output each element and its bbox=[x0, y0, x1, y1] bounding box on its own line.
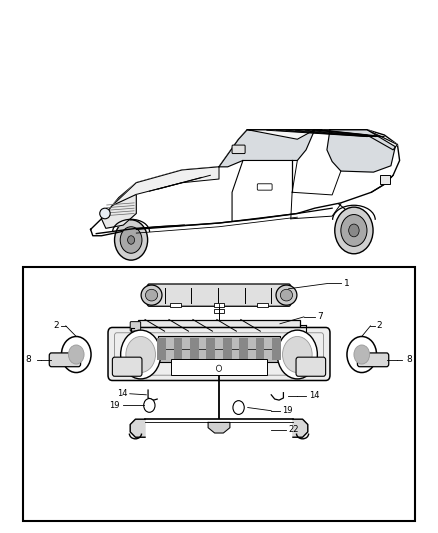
Text: 8: 8 bbox=[25, 356, 31, 365]
Circle shape bbox=[283, 336, 312, 373]
Circle shape bbox=[354, 345, 370, 364]
Polygon shape bbox=[91, 130, 399, 236]
Bar bbox=[239, 338, 248, 360]
Text: 2: 2 bbox=[377, 321, 382, 330]
Circle shape bbox=[115, 220, 148, 260]
Bar bbox=[190, 338, 199, 360]
Bar bbox=[157, 338, 166, 360]
FancyBboxPatch shape bbox=[357, 353, 389, 367]
Bar bbox=[256, 338, 265, 360]
Polygon shape bbox=[293, 419, 308, 437]
Circle shape bbox=[68, 345, 84, 364]
Circle shape bbox=[61, 336, 91, 373]
Circle shape bbox=[144, 399, 155, 413]
Text: 2: 2 bbox=[54, 321, 60, 330]
FancyBboxPatch shape bbox=[147, 284, 291, 306]
Bar bbox=[257, 303, 268, 308]
Ellipse shape bbox=[280, 289, 293, 301]
Polygon shape bbox=[113, 167, 219, 207]
Polygon shape bbox=[208, 422, 230, 433]
Bar bbox=[171, 359, 267, 375]
Bar bbox=[380, 175, 390, 184]
Text: 14: 14 bbox=[117, 389, 127, 398]
Text: 22: 22 bbox=[289, 425, 299, 434]
Text: 7: 7 bbox=[318, 312, 323, 321]
FancyBboxPatch shape bbox=[108, 327, 330, 381]
FancyBboxPatch shape bbox=[138, 319, 300, 331]
Circle shape bbox=[277, 330, 318, 379]
Circle shape bbox=[127, 236, 134, 244]
FancyBboxPatch shape bbox=[49, 353, 81, 367]
Circle shape bbox=[233, 401, 244, 415]
Bar bbox=[173, 338, 182, 360]
Text: 14: 14 bbox=[309, 391, 319, 400]
Ellipse shape bbox=[276, 285, 297, 305]
Text: 1: 1 bbox=[344, 279, 350, 288]
Ellipse shape bbox=[100, 208, 110, 219]
Circle shape bbox=[126, 336, 155, 373]
Bar bbox=[214, 303, 224, 308]
Text: 19: 19 bbox=[110, 401, 120, 410]
Ellipse shape bbox=[145, 289, 158, 301]
Text: 19: 19 bbox=[283, 406, 293, 415]
FancyBboxPatch shape bbox=[130, 321, 141, 331]
Circle shape bbox=[335, 207, 373, 254]
Bar bbox=[23, 266, 415, 521]
Circle shape bbox=[341, 215, 367, 246]
Circle shape bbox=[347, 336, 377, 373]
FancyBboxPatch shape bbox=[257, 184, 272, 190]
Polygon shape bbox=[130, 419, 145, 437]
Bar bbox=[206, 338, 215, 360]
Polygon shape bbox=[247, 130, 397, 150]
Circle shape bbox=[349, 224, 359, 237]
Bar bbox=[272, 338, 281, 360]
Polygon shape bbox=[219, 130, 315, 167]
Polygon shape bbox=[327, 130, 395, 172]
Circle shape bbox=[216, 365, 222, 372]
Polygon shape bbox=[102, 195, 136, 228]
Circle shape bbox=[120, 330, 161, 379]
Text: 8: 8 bbox=[406, 356, 412, 365]
FancyBboxPatch shape bbox=[296, 357, 325, 376]
Bar bbox=[214, 310, 224, 313]
Bar bbox=[158, 336, 280, 362]
Circle shape bbox=[120, 227, 142, 253]
FancyBboxPatch shape bbox=[113, 357, 142, 376]
Bar bbox=[170, 303, 181, 308]
Ellipse shape bbox=[141, 285, 162, 305]
Bar bbox=[223, 338, 232, 360]
FancyBboxPatch shape bbox=[232, 145, 245, 154]
